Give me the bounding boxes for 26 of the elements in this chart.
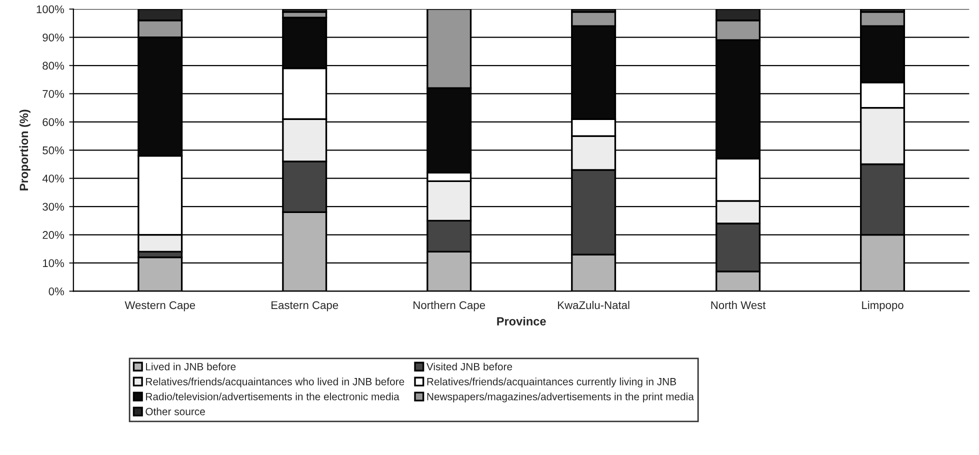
y-tick-label: 0%	[48, 287, 64, 296]
y-tick-label: 60%	[42, 118, 64, 126]
x-tick-label: Eastern Cape	[272, 301, 338, 312]
legend-label: Visited JNB before	[426, 362, 512, 370]
y-tick-label: 50%	[42, 146, 64, 154]
x-axis-title: Province	[497, 316, 546, 326]
x-tick-label: Northern Cape	[414, 300, 486, 312]
legend-label: Lived in JNB before	[146, 362, 236, 370]
y-axis-title: Proportion (%)	[19, 110, 30, 190]
x-tick-label: KwaZulu-Natal	[558, 300, 630, 310]
y-tick-label: 70%	[42, 90, 64, 98]
y-tick-label: 30%	[42, 202, 64, 211]
y-tick-label: 100%	[36, 5, 64, 14]
legend-label: Relatives/friends/acquaintances currently living in JNB	[427, 378, 676, 388]
legend-label: Relatives/friends/acquaintances who lived in JNB before	[146, 378, 404, 388]
y-tick-label: 80%	[42, 62, 64, 70]
y-tick-label: 10%	[43, 259, 64, 268]
legend-label: Other source	[146, 408, 205, 416]
y-tick-label: 90%	[42, 34, 64, 42]
y-tick-label: 20%	[42, 231, 64, 239]
y-tick-label: 40%	[42, 174, 64, 182]
x-tick-label: Limpopo	[862, 300, 904, 312]
x-tick-label: North West	[711, 300, 766, 310]
x-tick-label: Western Cape	[124, 301, 196, 312]
legend-label: Newspapers/magazines/advertisements in the print media	[427, 392, 694, 402]
legend-label: Radio/television/advertisements in the electronic media	[146, 392, 400, 400]
